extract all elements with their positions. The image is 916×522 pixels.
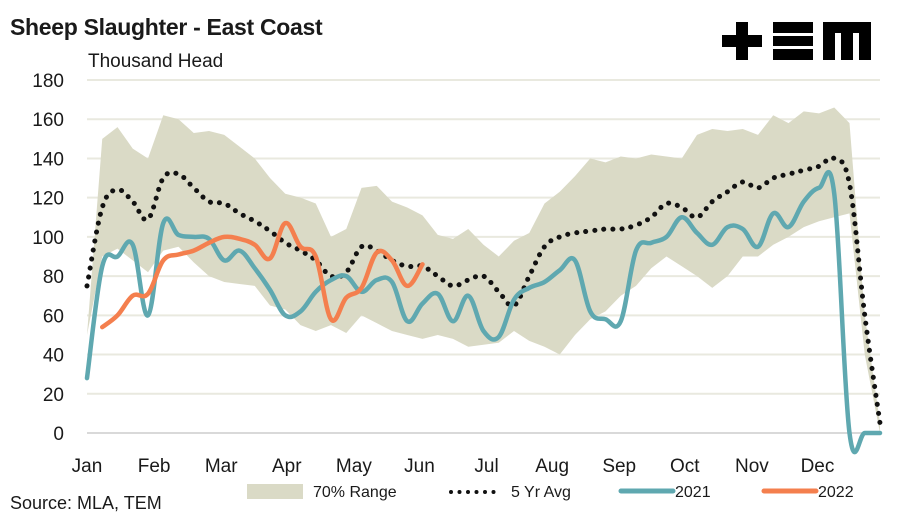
legend-swatch-dot: [491, 490, 496, 494]
series-2022-line: [100, 220, 425, 330]
plus-equals-m-logo-icon: [722, 22, 871, 60]
x-tick-label: Jun: [404, 456, 435, 477]
y-tick-label: 80: [43, 267, 64, 288]
y-tick-label: 140: [32, 149, 64, 170]
y-axis-unit-label: Thousand Head: [88, 51, 224, 72]
y-tick-label: 20: [43, 385, 64, 406]
x-tick-label: Aug: [535, 456, 569, 477]
y-tick-label: 160: [32, 110, 64, 131]
legend-swatch-dot: [457, 490, 462, 494]
x-tick-label: Nov: [735, 456, 769, 477]
source-note: Source: MLA, TEM: [10, 493, 162, 513]
chart-title: Sheep Slaughter - East Coast: [10, 14, 323, 40]
legend-label-range: 70% Range: [313, 484, 397, 501]
legend-swatch-dot: [466, 490, 470, 494]
x-axis-ticks: Jan Feb Mar Apr May Jun Jul Aug Sep Oct Nov Dec: [72, 456, 835, 477]
range-70pct-area: [87, 107, 880, 433]
x-tick-label: Oct: [670, 456, 700, 477]
legend-label-2021: 2021: [675, 484, 711, 501]
x-tick-label: Jul: [474, 456, 498, 477]
y-tick-label: 180: [32, 71, 64, 92]
x-tick-label: Mar: [205, 456, 238, 477]
series-5yr-avg-line: [84, 155, 883, 426]
series-2021-line: [84, 169, 883, 455]
tem-logo: [722, 20, 874, 67]
legend-swatch-dot: [483, 490, 487, 494]
x-tick-label: Sep: [602, 456, 636, 477]
x-tick-label: Jan: [72, 456, 103, 477]
x-tick-label: Dec: [801, 456, 835, 477]
y-tick-label: 40: [43, 346, 64, 367]
legend-label-2022: 2022: [818, 484, 854, 501]
y-axis-ticks: 0 20 40 60 80 100 120 140 160 180: [32, 71, 64, 445]
y-tick-label: 0: [53, 424, 64, 445]
plot-area: [84, 107, 883, 455]
x-tick-label: Apr: [272, 456, 302, 477]
x-tick-label: Feb: [138, 456, 171, 477]
legend-swatch-dot: [449, 490, 453, 494]
y-tick-label: 120: [32, 189, 64, 210]
legend-swatch-dot: [474, 490, 479, 494]
x-tick-label: May: [336, 456, 372, 477]
legend: 70% Range 5 Yr Avg 2021 2022: [247, 484, 854, 501]
legend-label-avg: 5 Yr Avg: [511, 484, 571, 501]
y-tick-label: 60: [43, 306, 64, 327]
y-tick-label: 100: [32, 228, 64, 249]
legend-swatch-range: [247, 484, 303, 499]
